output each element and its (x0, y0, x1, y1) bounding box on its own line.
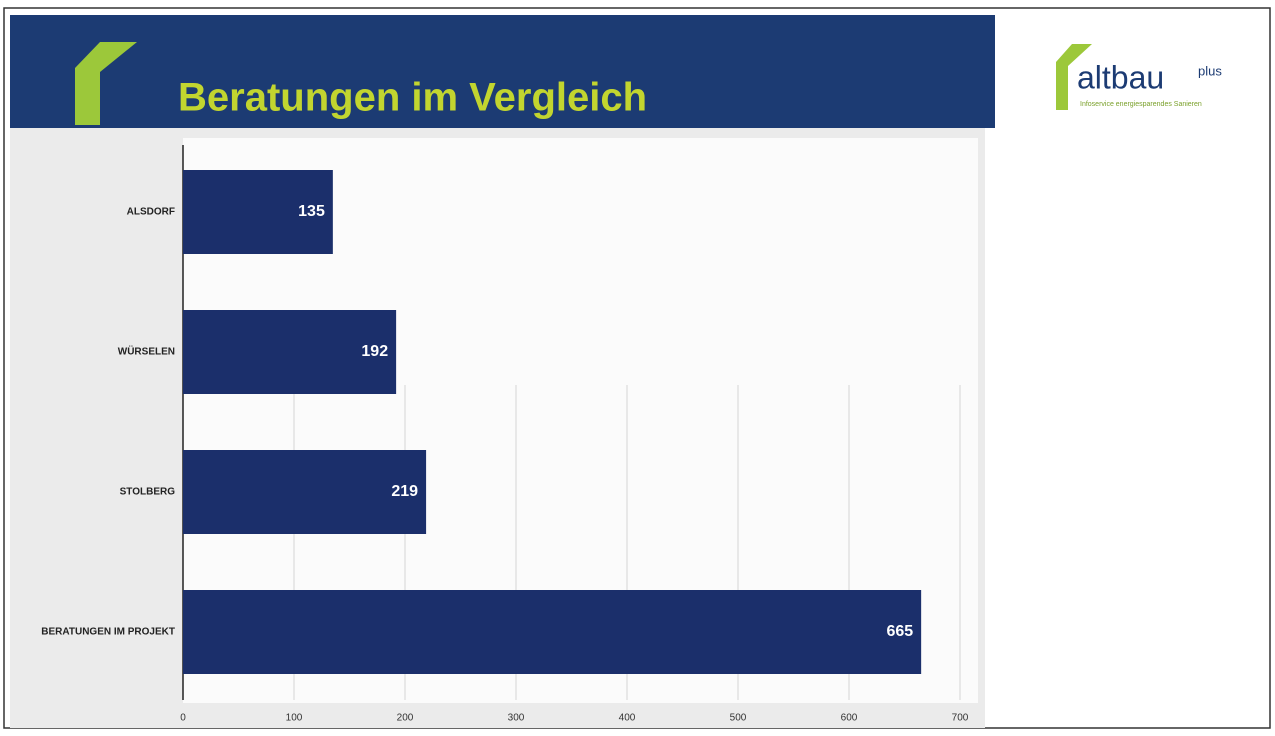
x-tick-label: 600 (841, 713, 858, 724)
y-tick-label: WÜRSELEN (118, 345, 175, 358)
y-tick-label: BERATUNGEN IM PROJEKT (41, 627, 175, 638)
x-tick-label: 0 (180, 713, 186, 724)
logo-shape (1056, 44, 1092, 110)
logo-sup: plus (1198, 63, 1222, 78)
chart: 0 100 200 300 400 500 600 700 ALSDORF 135 WÜRSELEN… (41, 145, 969, 724)
x-tick-label: 100 (286, 713, 303, 724)
header-band (10, 15, 995, 128)
x-tick-label: 400 (619, 713, 636, 724)
bar (183, 310, 397, 394)
y-tick-label: STOLBERG (120, 487, 176, 498)
bar (183, 170, 333, 254)
logo-name: altbau (1077, 59, 1164, 95)
chart-title: Beratungen im Vergleich (178, 76, 647, 120)
x-tick-label: 300 (508, 713, 525, 724)
value-label: 665 (886, 623, 913, 640)
x-tick-label: 500 (730, 713, 747, 724)
x-tick-label: 200 (397, 713, 414, 724)
value-label: 135 (298, 203, 325, 220)
x-tick-label: 700 (952, 713, 969, 724)
bar (183, 450, 427, 534)
header-logo-shape (75, 42, 137, 125)
bar (183, 590, 922, 674)
value-label: 219 (391, 483, 418, 500)
logo-tagline: Infoservice energiesparendes Sanieren (1080, 101, 1202, 108)
y-tick-label: ALSDORF (127, 207, 175, 218)
value-label: 192 (361, 343, 388, 360)
